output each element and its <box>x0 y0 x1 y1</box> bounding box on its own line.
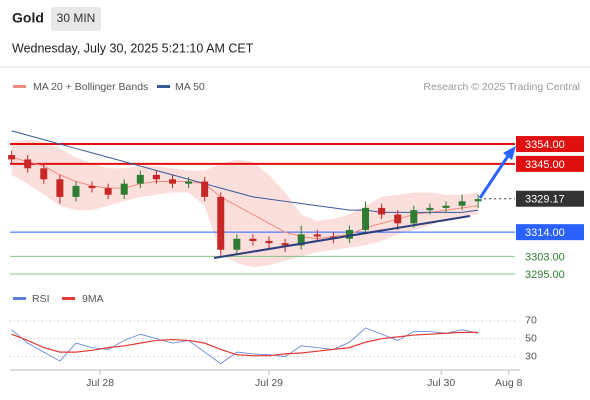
candle-body <box>233 238 241 250</box>
candle-body <box>281 243 289 246</box>
y-tick-label: 50 <box>525 332 537 344</box>
x-tick-label: Jul 28 <box>86 377 114 389</box>
candle-body <box>136 174 144 184</box>
candle-body <box>185 181 193 184</box>
legend-label: MA 50 <box>175 81 205 93</box>
credit: Research © 2025 Trading Central <box>423 81 580 93</box>
interval-label[interactable]: 30 MIN <box>57 11 96 25</box>
candle-body <box>265 240 273 244</box>
candle-body <box>345 229 353 239</box>
legend-swatch <box>13 85 26 88</box>
price-label: 3354.00 <box>525 139 565 151</box>
candle-body <box>8 155 16 160</box>
interval-button[interactable] <box>51 7 101 31</box>
candle-body <box>313 234 321 237</box>
price-badge <box>516 190 584 207</box>
y-tick-label: 70 <box>525 315 537 327</box>
candle-body <box>24 159 32 169</box>
price-badge <box>516 224 584 241</box>
timestamp: Wednesday, July 30, 2025 5:21:10 AM CET <box>12 41 254 55</box>
candle-body <box>120 183 128 195</box>
candle-body <box>442 205 450 208</box>
instrument-title: Gold <box>12 10 44 26</box>
candle-body <box>56 179 64 197</box>
candle-body <box>88 185 96 189</box>
candle-body <box>104 188 112 195</box>
price-label: 3314.00 <box>525 227 565 239</box>
candle-body <box>378 207 386 215</box>
legend-label: MA 20 + Bollinger Bands <box>33 81 148 93</box>
candle-body <box>426 207 434 211</box>
indicator-line <box>11 331 479 357</box>
price-label: 3295.00 <box>525 269 565 281</box>
y-tick-label: 30 <box>525 350 537 362</box>
forecast-arrow <box>478 155 510 199</box>
legend-swatch <box>13 297 26 300</box>
candle-body <box>217 196 225 250</box>
candle-body <box>152 174 160 180</box>
legend-label: RSI <box>32 293 50 305</box>
candle-body <box>458 201 466 206</box>
legend-label: 9MA <box>82 293 104 305</box>
candle-body <box>297 234 305 246</box>
candle-body <box>410 210 418 224</box>
candle-body <box>394 214 402 224</box>
x-tick-label: Jul 29 <box>255 377 283 389</box>
price-label: 3329.17 <box>525 194 565 206</box>
arrow-head <box>503 146 516 160</box>
bollinger-band <box>11 139 479 268</box>
x-tick-label: Jul 30 <box>427 377 455 389</box>
price-badge <box>516 155 584 172</box>
trendline <box>213 215 471 259</box>
candle-body <box>40 168 48 180</box>
candle-body <box>168 179 176 184</box>
x-tick-label: Aug 8 <box>495 377 523 389</box>
legend-swatch <box>157 85 170 88</box>
price-label: 3345.00 <box>525 159 565 171</box>
price-label: 3303.00 <box>525 251 565 263</box>
candle-body <box>474 199 482 202</box>
indicator-line <box>11 327 479 365</box>
legend-swatch <box>62 297 75 300</box>
candle-body <box>362 207 370 230</box>
candle-body <box>249 238 257 241</box>
candle-body <box>72 185 80 197</box>
moving-average <box>11 130 479 213</box>
price-badge <box>516 136 584 153</box>
candle-body <box>201 181 209 197</box>
